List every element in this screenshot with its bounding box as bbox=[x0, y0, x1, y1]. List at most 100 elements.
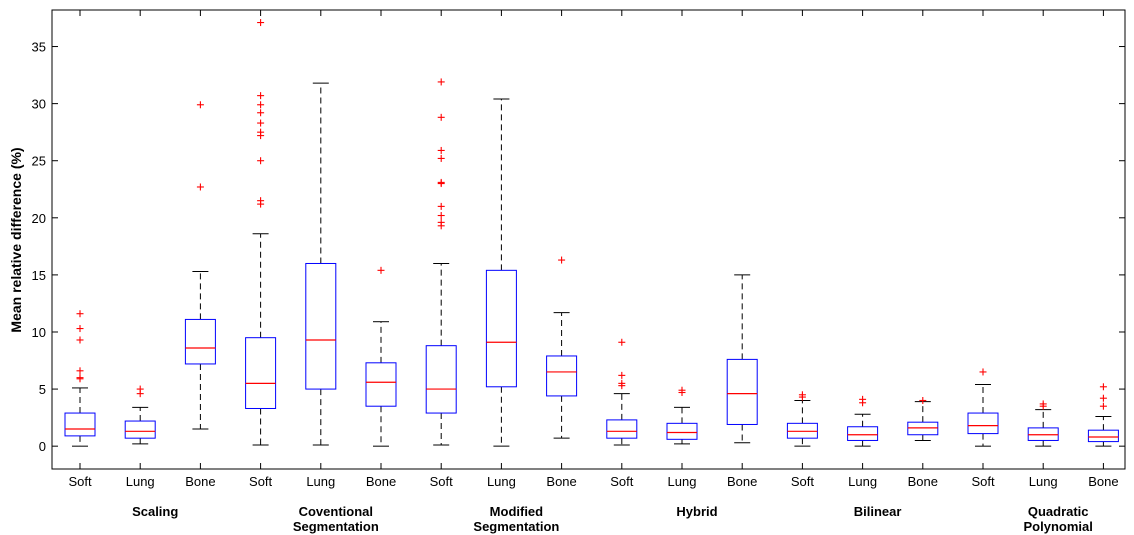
outlier-point bbox=[76, 336, 84, 344]
box-coventional-segmentation-bone bbox=[365, 266, 397, 447]
outlier-point bbox=[257, 157, 265, 165]
outlier-point bbox=[437, 212, 445, 220]
outlier-point bbox=[437, 78, 445, 86]
outlier-point bbox=[437, 218, 445, 226]
x-tick-label: Lung bbox=[306, 474, 335, 489]
y-tick-label: 35 bbox=[32, 40, 46, 55]
group-label: Coventional Segmentation bbox=[293, 504, 379, 534]
iqr-box bbox=[485, 269, 517, 388]
x-tick-label: Bone bbox=[908, 474, 938, 489]
iqr-box bbox=[365, 362, 397, 407]
outlier-point bbox=[257, 101, 265, 109]
box-bilinear-bone bbox=[907, 396, 939, 441]
axes: 0 5 10 15 20 25 30 35 Soft Lung Bone Soft Lung Bone So… bbox=[32, 10, 1125, 534]
outlier-point bbox=[257, 197, 265, 205]
y-tick-label: 10 bbox=[32, 325, 46, 340]
outlier-point bbox=[196, 183, 204, 191]
box-quadratic-polynomial-bone bbox=[1087, 383, 1119, 447]
outlier-point bbox=[257, 19, 265, 27]
outlier-point bbox=[437, 146, 445, 154]
outlier-point bbox=[919, 396, 927, 404]
y-tick-label: 15 bbox=[32, 268, 46, 283]
iqr-box bbox=[1087, 429, 1119, 443]
box-bilinear-lung bbox=[847, 395, 879, 447]
x-tick-label: Lung bbox=[487, 474, 516, 489]
box-quadratic-polynomial-soft bbox=[967, 368, 999, 447]
x-tick-label: Soft bbox=[68, 474, 92, 489]
x-tick-label: Bone bbox=[546, 474, 576, 489]
x-tick-label: Soft bbox=[430, 474, 454, 489]
iqr-box bbox=[124, 420, 156, 439]
y-axis-label: Mean relative difference (%) bbox=[8, 147, 24, 332]
box-quadratic-polynomial-lung bbox=[1027, 400, 1059, 447]
outlier-point bbox=[618, 371, 626, 379]
x-tick-label: Soft bbox=[791, 474, 815, 489]
outlier-point bbox=[558, 256, 566, 264]
box-modified-segmentation-soft bbox=[425, 78, 457, 446]
y-tick-label: 5 bbox=[39, 382, 46, 397]
iqr-box bbox=[847, 426, 879, 441]
x-tick-label: Soft bbox=[249, 474, 273, 489]
iqr-box bbox=[666, 422, 698, 440]
x-tick-label: Soft bbox=[610, 474, 634, 489]
box-bilinear-soft bbox=[786, 391, 818, 447]
box-scaling-bone bbox=[184, 101, 216, 430]
outlier-point bbox=[257, 92, 265, 100]
box-coventional-segmentation-soft bbox=[245, 19, 277, 446]
outlier-point bbox=[257, 109, 265, 117]
outlier-point bbox=[859, 395, 867, 403]
y-tick-label: 20 bbox=[32, 211, 46, 226]
iqr-box bbox=[606, 419, 638, 439]
box-scaling-lung bbox=[124, 385, 156, 445]
iqr-box bbox=[967, 412, 999, 435]
x-tick-label: Bone bbox=[185, 474, 215, 489]
plot-frame bbox=[51, 9, 1126, 470]
outlier-point bbox=[257, 119, 265, 127]
outlier-point bbox=[377, 266, 385, 274]
group-label: Modified Segmentation bbox=[473, 504, 559, 534]
box-hybrid-soft bbox=[606, 338, 638, 446]
outlier-point bbox=[76, 310, 84, 318]
iqr-box bbox=[64, 412, 96, 437]
iqr-box bbox=[184, 318, 216, 365]
y-tick-label: 25 bbox=[32, 154, 46, 169]
outlier-point bbox=[76, 325, 84, 333]
outlier-point bbox=[618, 338, 626, 346]
box-hybrid-lung bbox=[666, 386, 698, 445]
outlier-point bbox=[437, 202, 445, 210]
x-tick-label: Lung bbox=[1029, 474, 1058, 489]
outlier-point bbox=[1099, 394, 1107, 402]
outlier-point bbox=[437, 154, 445, 162]
x-tick-label: Lung bbox=[668, 474, 697, 489]
box-modified-segmentation-lung bbox=[485, 98, 517, 447]
group-label: Hybrid bbox=[676, 504, 717, 519]
x-tick-label: Bone bbox=[366, 474, 396, 489]
group-label: Scaling bbox=[132, 504, 178, 519]
outlier-point bbox=[437, 113, 445, 121]
outlier-point bbox=[798, 391, 806, 399]
y-tick-label: 30 bbox=[32, 97, 46, 112]
outlier-point bbox=[1099, 383, 1107, 391]
outlier-point bbox=[618, 379, 626, 387]
group-label: Bilinear bbox=[854, 504, 902, 519]
outlier-point bbox=[196, 101, 204, 109]
iqr-box bbox=[546, 355, 578, 397]
box-scaling-soft bbox=[64, 310, 96, 447]
outlier-point bbox=[979, 368, 987, 376]
outlier-point bbox=[257, 128, 265, 136]
outlier-point bbox=[678, 386, 686, 394]
outlier-point bbox=[1099, 402, 1107, 410]
outlier-point bbox=[76, 374, 84, 382]
iqr-box bbox=[726, 358, 758, 425]
x-tick-label: Bone bbox=[1088, 474, 1118, 489]
x-tick-label: Lung bbox=[848, 474, 877, 489]
box-modified-segmentation-bone bbox=[546, 256, 578, 439]
x-tick-label: Soft bbox=[971, 474, 995, 489]
plot-area bbox=[64, 19, 1119, 447]
outlier-point bbox=[136, 385, 144, 393]
outlier-point bbox=[437, 178, 445, 186]
y-tick-label: 0 bbox=[39, 439, 46, 454]
iqr-box bbox=[425, 345, 457, 414]
